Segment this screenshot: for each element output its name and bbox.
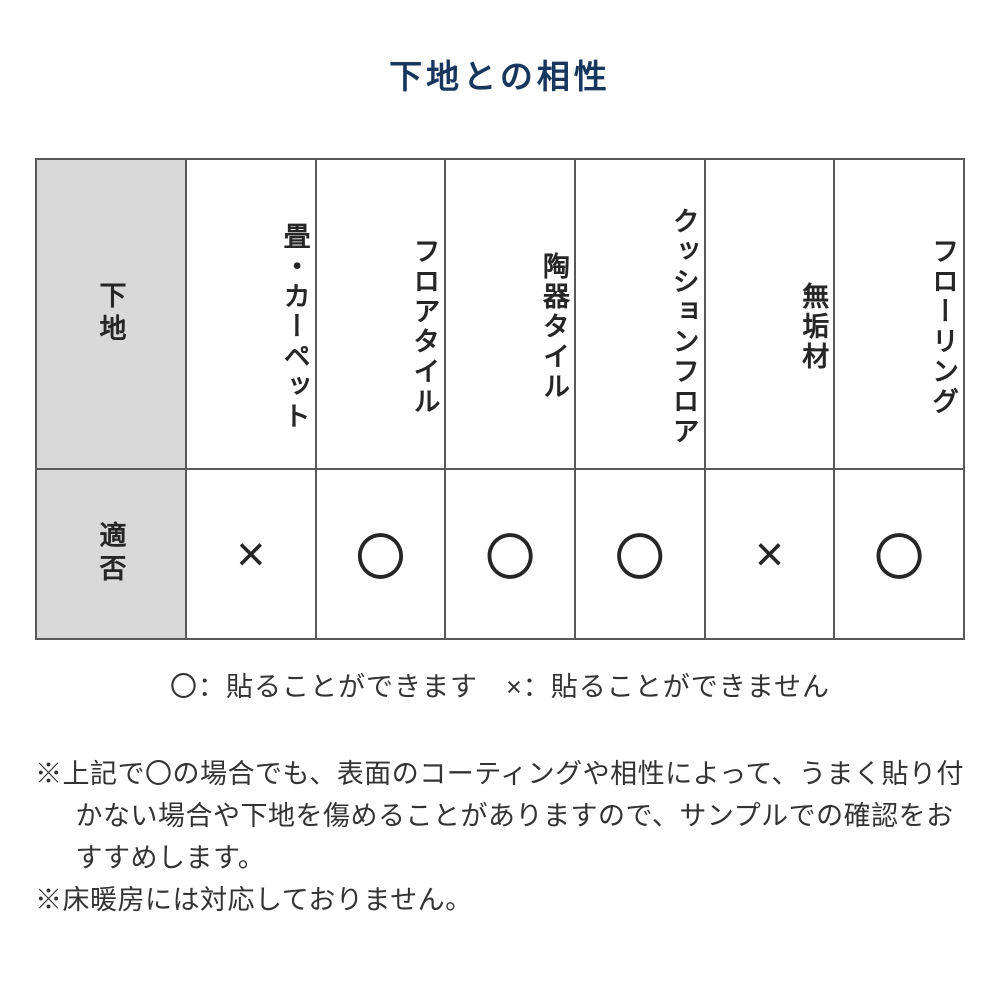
col-header: 畳・カーペット xyxy=(186,159,316,469)
symbol-cell: 〇 xyxy=(445,469,575,639)
note-line: ※上記で〇の場合でも、表面のコーティングや相性によって、うまく貼り付かない場合や… xyxy=(35,754,965,880)
table-header-row: 下地 畳・カーペット フロアタイル 陶器タイル クッションフロア 無垢材 フロー… xyxy=(36,159,964,469)
col-header: クッションフロア xyxy=(575,159,705,469)
col-header: フローリング xyxy=(834,159,964,469)
symbol-cell: × xyxy=(186,469,316,639)
compatibility-table: 下地 畳・カーペット フロアタイル 陶器タイル クッションフロア 無垢材 フロー… xyxy=(35,158,965,640)
col-header: フロアタイル xyxy=(316,159,446,469)
legend-text: 〇：貼ることができます ×：貼ることができません xyxy=(35,665,965,704)
symbol-cell: × xyxy=(705,469,835,639)
page-title: 下地との相性 xyxy=(35,50,965,98)
symbol-cell: 〇 xyxy=(834,469,964,639)
table-value-row: 適否 × 〇 〇 〇 × 〇 xyxy=(36,469,964,639)
col-header: 無垢材 xyxy=(705,159,835,469)
note-line: ※床暖房には対応しておりません。 xyxy=(35,880,965,922)
row-header-suitability: 適否 xyxy=(36,469,186,639)
row-header-substrate: 下地 xyxy=(36,159,186,469)
col-header: 陶器タイル xyxy=(445,159,575,469)
symbol-cell: 〇 xyxy=(575,469,705,639)
notes-section: ※上記で〇の場合でも、表面のコーティングや相性によって、うまく貼り付かない場合や… xyxy=(35,754,965,921)
symbol-cell: 〇 xyxy=(316,469,446,639)
